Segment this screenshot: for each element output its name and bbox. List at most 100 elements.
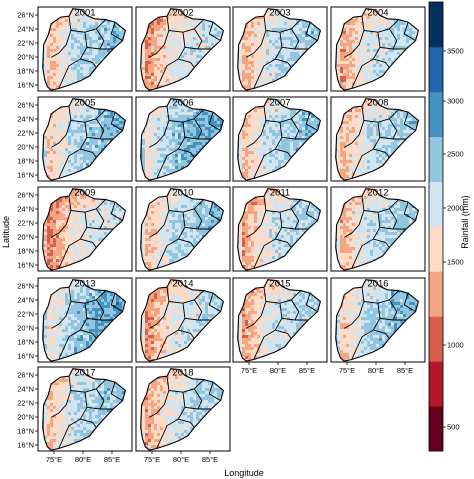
district-boundary <box>193 388 203 410</box>
colorbar-label: 3000 <box>447 97 464 106</box>
map-panel-2017: 2017 <box>37 366 133 452</box>
colorbar-segment <box>429 406 443 452</box>
map-panel-2007: 2007 <box>232 96 328 182</box>
lat-tick-label: 16°N <box>17 171 34 180</box>
lat-tick-label: 16°N <box>17 261 34 270</box>
district-boundary <box>80 148 97 158</box>
map-panel-2005: 2005 <box>37 96 133 182</box>
colorbar-segment <box>429 361 443 407</box>
lat-tick-label: 24°N <box>17 296 34 305</box>
district-boundary <box>305 292 318 312</box>
district-boundary <box>178 58 195 68</box>
district-boundary <box>290 208 300 230</box>
lat-tick-label: 18°N <box>17 247 34 256</box>
district-boundary <box>148 196 170 238</box>
colorbar-label: 1000 <box>447 341 464 350</box>
district-boundary <box>290 28 300 50</box>
lat-tick-label: 20°N <box>17 53 34 62</box>
district-boundary <box>168 19 205 33</box>
map-panels: 2001 2002 2003 2004 2005 2006 2007 2008 2009 2010… <box>37 6 426 452</box>
lat-tick-label: 26°N <box>17 371 34 380</box>
district-boundary <box>388 28 398 50</box>
x-axis-title: Longitude <box>224 468 264 478</box>
district-boundary <box>343 16 365 58</box>
district-boundary <box>403 201 416 221</box>
panel-title: 2009 <box>74 188 95 199</box>
panel-title: 2018 <box>172 368 193 379</box>
district-boundary <box>363 19 400 33</box>
district-boundary <box>245 16 267 58</box>
district-boundary <box>95 118 105 140</box>
district-boundary <box>290 118 300 140</box>
lat-tick-label: 16°N <box>17 352 34 361</box>
lon-tick-label: 75°E <box>241 366 257 375</box>
lon-tick-label: 80°E <box>173 455 189 464</box>
lat-tick-label: 16°N <box>17 441 34 450</box>
state-outline <box>140 98 225 181</box>
state-outline <box>42 279 127 362</box>
axes: 26°N 24°N 22°N 20°N 18°N 16°N 26°N 24°N 22°N 20°N… <box>17 11 413 464</box>
map-panel-2009: 2009 <box>37 186 133 272</box>
state-outline <box>42 368 127 451</box>
lon-tick-label: 75°E <box>46 455 62 464</box>
district-boundary <box>50 376 72 418</box>
state-outline <box>335 279 420 362</box>
district-boundary <box>388 299 398 321</box>
district-boundary <box>373 329 390 339</box>
district-boundary <box>193 28 203 50</box>
district-boundary <box>178 238 195 248</box>
district-boundary <box>50 16 72 58</box>
lat-tick-label: 22°N <box>17 129 34 138</box>
district-boundary <box>148 287 170 329</box>
state-outline <box>237 8 322 91</box>
colorbar-segment <box>429 46 443 93</box>
colorbar-label: 1500 <box>447 258 464 267</box>
district-boundary <box>70 109 107 123</box>
lat-tick-label: 18°N <box>17 427 34 436</box>
district-boundary <box>388 118 398 140</box>
district-boundary <box>70 379 107 393</box>
lon-tick-label: 85°E <box>397 366 413 375</box>
district-boundary <box>70 290 107 304</box>
lat-tick-label: 20°N <box>17 413 34 422</box>
lon-tick-label: 85°E <box>202 455 218 464</box>
district-boundary <box>95 208 105 230</box>
district-boundary <box>403 292 416 312</box>
panel-title: 2007 <box>269 98 290 109</box>
map-panel-2018: 2018 <box>135 366 231 452</box>
panel-title: 2013 <box>74 279 95 290</box>
lon-tick-label: 85°E <box>299 366 315 375</box>
lat-tick-label: 22°N <box>17 219 34 228</box>
lat-tick-label: 26°N <box>17 282 34 291</box>
district-boundary <box>208 111 221 131</box>
panel-title: 2016 <box>367 279 388 290</box>
district-boundary <box>265 109 302 123</box>
state-outline <box>237 188 322 271</box>
district-boundary <box>363 109 400 123</box>
district-boundary <box>208 292 221 312</box>
map-panel-2015: 2015 <box>232 277 328 363</box>
map-panel-2006: 2006 <box>135 96 231 182</box>
panel-title: 2001 <box>74 8 95 19</box>
panel-title: 2005 <box>74 98 95 109</box>
colorbar-frame <box>428 1 444 452</box>
lon-tick-label: 85°E <box>104 455 120 464</box>
state-outline <box>140 368 225 451</box>
lon-tick-label: 80°E <box>270 366 286 375</box>
map-panel-2013: 2013 <box>37 277 133 363</box>
district-boundary <box>343 287 365 329</box>
district-boundary <box>193 208 203 230</box>
colorbar-segment <box>429 91 443 138</box>
lat-tick-label: 20°N <box>17 233 34 242</box>
colorbar-label: 500 <box>447 423 460 432</box>
district-boundary <box>70 19 107 33</box>
district-boundary <box>148 16 170 58</box>
state-outline <box>140 188 225 271</box>
district-boundary <box>265 290 302 304</box>
lat-tick-label: 18°N <box>17 157 34 166</box>
district-boundary <box>290 299 300 321</box>
district-boundary <box>373 238 390 248</box>
map-panel-2012: 2012 <box>330 186 426 272</box>
district-boundary <box>80 329 97 339</box>
